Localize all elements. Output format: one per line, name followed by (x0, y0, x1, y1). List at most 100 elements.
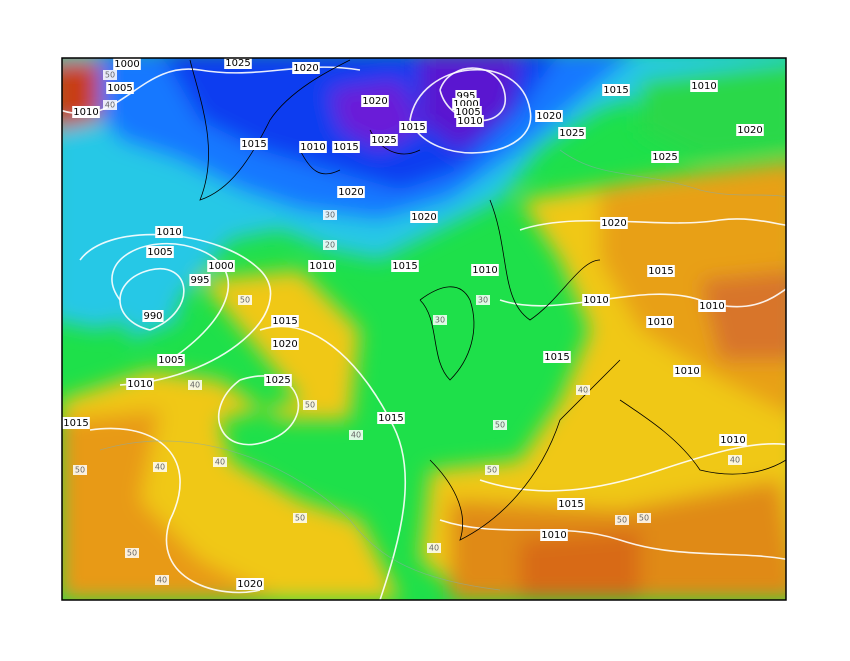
isobar-label-bg (557, 498, 585, 510)
thickness-label: 50 (127, 549, 137, 558)
isobar-label-bg (600, 217, 628, 229)
isobar-label: 1010 (720, 435, 745, 446)
isobar-label: 1015 (63, 418, 88, 429)
isobar-label: 995 (456, 91, 475, 102)
isobar-label-bg (157, 354, 185, 366)
isobar-label-bg (142, 310, 164, 322)
isobar-label-bg (236, 578, 264, 590)
isobar-label: 1000 (208, 261, 233, 272)
isobar-label: 1015 (392, 261, 417, 272)
isobar-label: 995 (190, 275, 209, 286)
isobar-label-bg (456, 115, 484, 127)
isobar-label-bg (646, 316, 674, 328)
thickness-label-bg (323, 210, 337, 220)
thickness-label-bg (485, 465, 499, 475)
isobar-label: 1010 (156, 227, 181, 238)
isobar-label: 1010 (300, 142, 325, 153)
thickness-label-bg (615, 515, 629, 525)
isobar-label: 1015 (544, 352, 569, 363)
isobar-label: 1000 (114, 59, 139, 70)
isobar-label-bg (698, 300, 726, 312)
thickness-label: 30 (478, 296, 488, 305)
thickness-label: 40 (157, 576, 167, 585)
isobar-label: 1010 (647, 317, 672, 328)
thickness-label: 50 (495, 421, 505, 430)
isobar-label: 1015 (241, 139, 266, 150)
isobar-label: 1020 (362, 96, 387, 107)
isobar-label-bg (673, 365, 701, 377)
thickness-label-bg (73, 465, 87, 475)
isobar-label: 1020 (411, 212, 436, 223)
isobar-label-bg (361, 95, 389, 107)
isobar-label-bg (399, 121, 427, 133)
isobar-label: 1020 (293, 63, 318, 74)
thickness-label-bg (323, 240, 337, 250)
isobar-label-bg (582, 294, 610, 306)
thickness-label: 40 (155, 463, 165, 472)
thickness-label-bg (238, 295, 252, 305)
thickness-label: 50 (305, 401, 315, 410)
isobar-label-bg (602, 84, 630, 96)
thickness-label: 40 (351, 431, 361, 440)
isobar-label: 1015 (558, 499, 583, 510)
isobar-label: 990 (143, 311, 162, 322)
thickness-label-bg (303, 400, 317, 410)
thickness-label: 40 (190, 381, 200, 390)
isobar-label-bg (308, 260, 336, 272)
thickness-label: 40 (105, 101, 115, 110)
isobar-label: 1010 (73, 107, 98, 118)
thickness-label: 40 (429, 544, 439, 553)
isobar-label: 1010 (541, 530, 566, 541)
isobar-label: 1025 (559, 128, 584, 139)
coastlines (189, 59, 786, 541)
isobar-label-bg (271, 315, 299, 327)
isobar-label: 1025 (652, 152, 677, 163)
map-frame (61, 57, 787, 601)
isobar-label-bg (736, 124, 764, 136)
isobar-label: 1010 (691, 81, 716, 92)
isobar-label: 1015 (272, 316, 297, 327)
thickness-label: 50 (487, 466, 497, 475)
isobar-label: 1015 (603, 85, 628, 96)
isobar-label: 1010 (674, 366, 699, 377)
isobar-label: 1010 (309, 261, 334, 272)
thickness-label-bg (155, 575, 169, 585)
isobar-label-bg (299, 141, 327, 153)
isobar-label: 1010 (127, 379, 152, 390)
isobar-label: 1005 (158, 355, 183, 366)
thickness-label-bg (637, 513, 651, 523)
isobar-label-bg (719, 434, 747, 446)
thickness-label-bg (125, 548, 139, 558)
isobar-label: 1025 (265, 375, 290, 386)
isobar-label-bg (264, 374, 292, 386)
isobar-label-bg (540, 529, 568, 541)
isobar-label-bg (332, 141, 360, 153)
isobar-label: 1010 (583, 295, 608, 306)
isobar-label: 1005 (107, 83, 132, 94)
thickness-label-bg (349, 430, 363, 440)
isobar-label: 1020 (338, 187, 363, 198)
thickness-label: 30 (435, 316, 445, 325)
thickness-label-bg (103, 70, 117, 80)
isobar-label: 1020 (272, 339, 297, 350)
thickness-label-bg (493, 420, 507, 430)
isobar-label-bg (535, 110, 563, 122)
thickness-label-bg (153, 462, 167, 472)
isobar-label: 1020 (237, 579, 262, 590)
thickness-label: 40 (578, 386, 588, 395)
thickness-label-bg (433, 315, 447, 325)
isobar-label: 1015 (648, 266, 673, 277)
thickness-label: 50 (617, 516, 627, 525)
isobar-label: 1000 (453, 99, 478, 110)
isobar-label: 1015 (333, 142, 358, 153)
isobar-label-bg (126, 378, 154, 390)
isobar-label: 1020 (737, 125, 762, 136)
thickness-label-bg (728, 455, 742, 465)
isobar-label-bg (106, 82, 134, 94)
thickness-label-bg (427, 543, 441, 553)
isobar-label-bg (72, 106, 100, 118)
thickness-label: 50 (75, 466, 85, 475)
isobar-label-bg (113, 58, 141, 70)
isobar-label-bg (155, 226, 183, 238)
